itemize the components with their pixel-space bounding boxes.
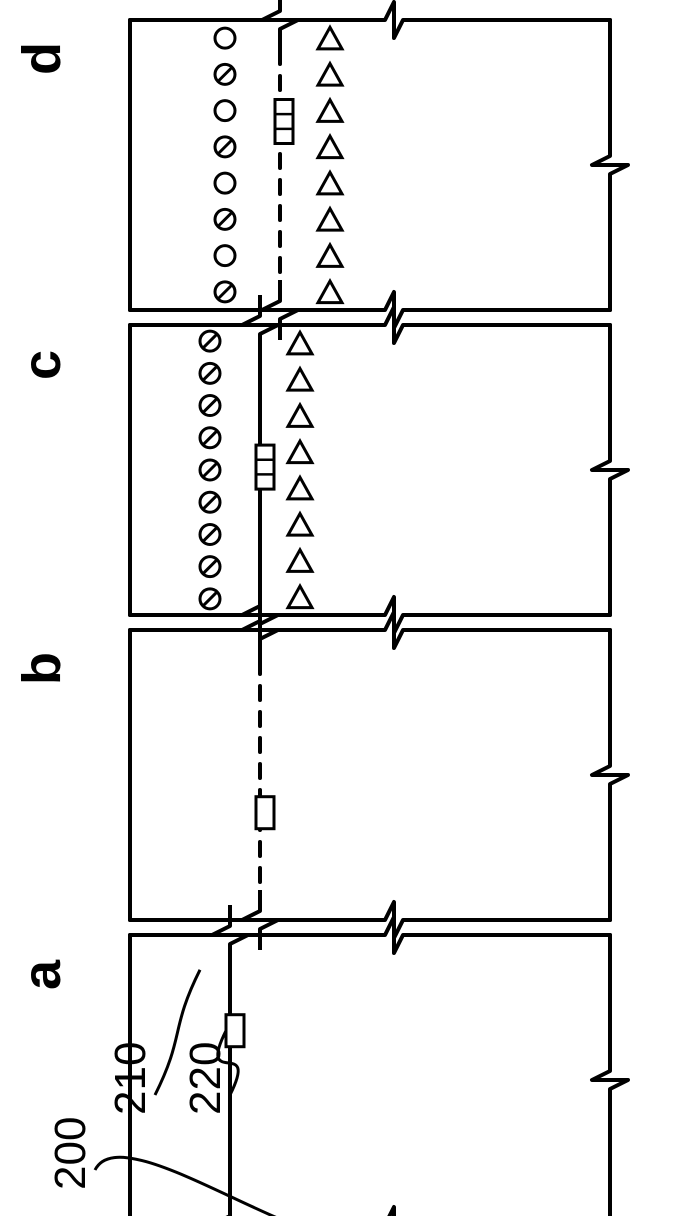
panel-b: b — [12, 600, 628, 950]
panel-label-d: d — [12, 42, 72, 75]
leader-220: 220 — [181, 1042, 230, 1115]
panel-d: d — [12, 0, 628, 340]
leader-210: 210 — [106, 1042, 155, 1115]
panel-label-b: b — [12, 652, 72, 685]
panel-c: c — [12, 295, 628, 645]
panel-label-a: a — [12, 959, 72, 990]
panel-a: a 210 220 200 — [12, 905, 628, 1216]
leader-200: 200 — [46, 1117, 95, 1190]
panel-label-c: c — [12, 350, 72, 380]
